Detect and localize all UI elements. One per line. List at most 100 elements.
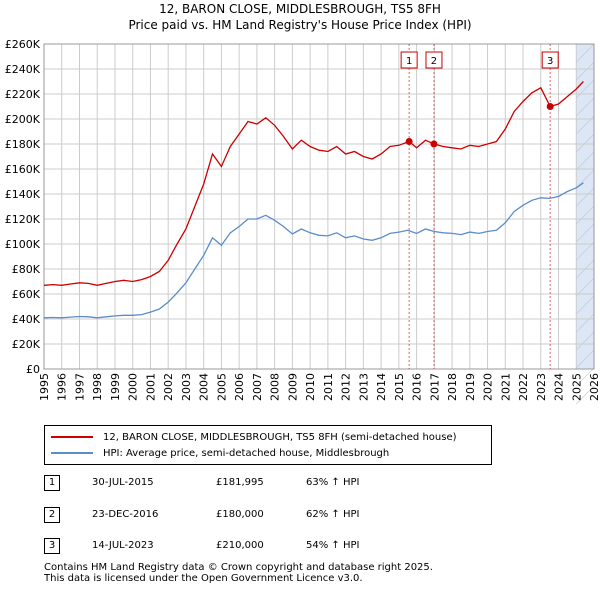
sale-hpi-change: 62% ↑ HPI — [306, 509, 360, 520]
x-tick-label: 2016 — [411, 373, 424, 401]
highlight-hatch — [576, 205, 595, 225]
highlight-hatch — [576, 349, 595, 369]
highlight-hatch — [576, 313, 595, 333]
highlight-hatch — [576, 43, 595, 63]
y-tick-label: £80K — [12, 263, 41, 276]
sale-number-badge: 2 — [44, 507, 60, 523]
sale-marker-box — [400, 51, 418, 69]
x-tick-label: 2021 — [499, 373, 512, 401]
sale-marker-label: 3 — [547, 56, 553, 67]
x-tick-label: 1995 — [38, 373, 51, 401]
sale-point — [430, 140, 438, 148]
x-tick-label: 2022 — [517, 373, 530, 401]
sale-marker-box — [425, 51, 443, 69]
legend-line-property — [51, 436, 93, 438]
sale-row: 2 23-DEC-2016 £180,000 62% ↑ HPI — [44, 507, 600, 525]
x-tick-label: 2008 — [269, 373, 282, 401]
x-tick-label: 2026 — [588, 373, 600, 401]
y-tick-label: £220K — [5, 88, 41, 101]
attribution-line-2: This data is licensed under the Open Gov… — [44, 573, 363, 584]
x-tick-label: 1997 — [73, 373, 86, 401]
y-tick-label: £60K — [12, 288, 41, 301]
y-tick-label: £40K — [12, 313, 41, 326]
x-tick-label: 2020 — [482, 373, 495, 401]
x-tick-label: 2019 — [464, 373, 477, 401]
y-tick-label: £180K — [5, 138, 41, 151]
y-tick-label: £260K — [5, 38, 41, 51]
sale-hpi-change: 54% ↑ HPI — [306, 540, 360, 551]
x-tick-label: 2010 — [304, 373, 317, 401]
sale-price: £210,000 — [216, 540, 264, 551]
highlight-hatch — [576, 241, 595, 261]
sale-point — [405, 138, 413, 146]
sale-marker-box — [541, 51, 559, 69]
property-price-line — [43, 81, 584, 286]
sale-date: 30-JUL-2015 — [92, 477, 154, 488]
x-tick-label: 1999 — [109, 373, 122, 401]
x-tick-label: 2017 — [428, 373, 441, 401]
y-tick-label: £140K — [5, 188, 41, 201]
attribution-line-1: Contains HM Land Registry data © Crown c… — [44, 562, 433, 573]
chart-legend: 12, BARON CLOSE, MIDDLESBROUGH, TS5 8FH … — [44, 425, 492, 465]
highlight-hatch — [576, 151, 595, 171]
x-tick-label: 1998 — [91, 373, 104, 401]
highlight-hatch — [576, 187, 595, 207]
highlight-hatch — [576, 223, 595, 243]
hpi-line — [43, 182, 584, 319]
sale-number-badge: 3 — [44, 538, 60, 554]
highlight-hatch — [576, 133, 595, 153]
y-tick-label: £0 — [26, 363, 40, 376]
sale-price: £181,995 — [216, 477, 264, 488]
x-tick-label: 2023 — [535, 373, 548, 401]
legend-item-property: 12, BARON CLOSE, MIDDLESBROUGH, TS5 8FH … — [51, 430, 457, 444]
x-tick-label: 2003 — [180, 373, 193, 401]
chart-title: 12, BARON CLOSE, MIDDLESBROUGH, TS5 8FH — [159, 2, 441, 16]
price-chart: £0 £20K £40K £60K £80K £100K £120K £140K £160K £1… — [5, 38, 600, 405]
x-tick-label: 2000 — [127, 373, 140, 401]
plot-frame — [43, 43, 595, 370]
highlight-hatch — [576, 367, 595, 387]
forecast-highlight-band — [576, 44, 594, 369]
sale-hpi-change: 63% ↑ HPI — [306, 477, 360, 488]
sale-price: £180,000 — [216, 509, 264, 520]
y-tick-label: £160K — [5, 163, 41, 176]
x-tick-label: 2007 — [251, 373, 264, 401]
x-tick-label: 2014 — [375, 373, 388, 401]
highlight-hatch — [576, 79, 595, 99]
x-tick-label: 2025 — [570, 373, 583, 401]
sale-date: 14-JUL-2023 — [92, 540, 154, 551]
highlight-hatch — [576, 331, 595, 351]
x-tick-label: 2015 — [393, 373, 406, 401]
x-tick-label: 2001 — [144, 373, 157, 401]
y-tick-label: £120K — [5, 213, 41, 226]
y-tick-label: £240K — [5, 63, 41, 76]
sale-number-badge: 1 — [44, 475, 60, 491]
x-tick-label: 2006 — [233, 373, 246, 401]
x-tick-label: 2009 — [286, 373, 299, 401]
attribution: Contains HM Land Registry data © Crown c… — [44, 562, 433, 584]
x-tick-label: 2005 — [215, 373, 228, 401]
legend-line-hpi — [51, 452, 93, 454]
sale-row: 3 14-JUL-2023 £210,000 54% ↑ HPI — [44, 538, 600, 556]
legend-item-hpi: HPI: Average price, semi-detached house,… — [51, 446, 389, 460]
highlight-hatch — [576, 97, 595, 117]
sale-marker-label: 1 — [406, 56, 412, 67]
highlight-hatch — [576, 385, 595, 405]
x-tick-label: 2012 — [340, 373, 353, 401]
y-tick-label: £200K — [5, 113, 41, 126]
highlight-hatch — [576, 277, 595, 297]
x-tick-label: 2004 — [198, 373, 211, 401]
y-tick-label: £100K — [5, 238, 41, 251]
x-tick-label: 2011 — [322, 373, 335, 401]
chart-subtitle: Price paid vs. HM Land Registry's House … — [128, 18, 472, 32]
y-tick-label: £20K — [12, 338, 41, 351]
x-tick-label: 2024 — [553, 373, 566, 401]
sale-marker-label: 2 — [431, 56, 437, 67]
sale-date: 23-DEC-2016 — [92, 509, 159, 520]
sale-row: 1 30-JUL-2015 £181,995 63% ↑ HPI — [44, 475, 600, 493]
sale-point — [546, 103, 554, 110]
x-tick-label: 1996 — [56, 373, 69, 401]
legend-label-hpi: HPI: Average price, semi-detached house,… — [103, 447, 390, 459]
x-tick-label: 2002 — [162, 373, 175, 401]
highlight-hatch — [576, 295, 595, 315]
